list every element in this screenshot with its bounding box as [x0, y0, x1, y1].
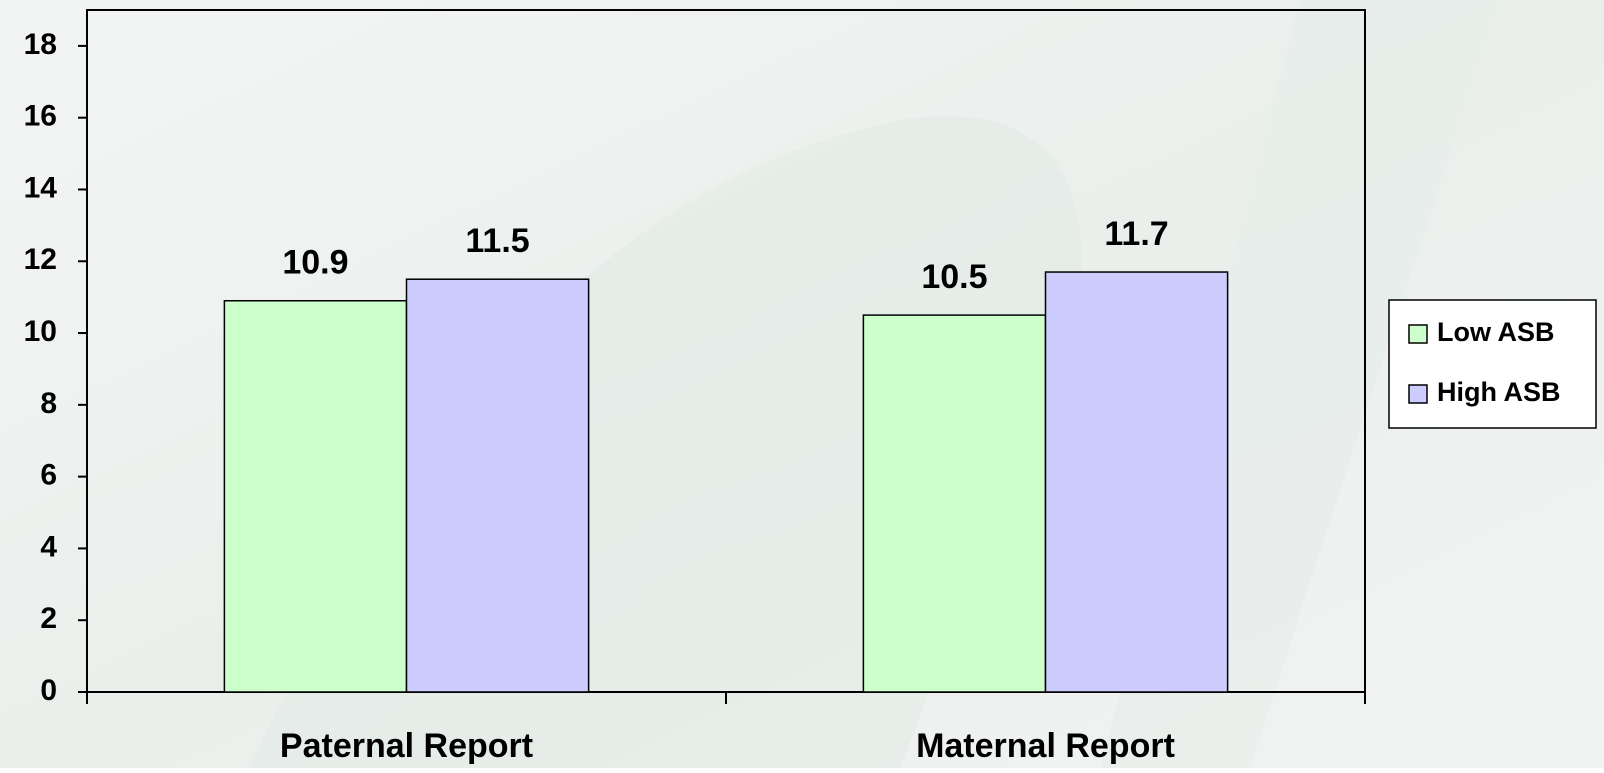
data-label: 11.5	[465, 222, 529, 260]
y-tick-label: 14	[24, 171, 58, 204]
y-tick-label: 10	[24, 315, 57, 348]
y-tick-label: 12	[24, 243, 57, 276]
legend-label: High ASB	[1437, 377, 1561, 407]
y-tick-label: 6	[40, 459, 57, 492]
bar	[862, 314, 1047, 693]
y-tick-label: 18	[24, 28, 57, 61]
data-label: 10.9	[282, 244, 348, 282]
bar	[405, 278, 590, 693]
legend-swatch	[1408, 384, 1428, 404]
x-tick-label: Maternal Report	[916, 727, 1175, 765]
legend-box	[1388, 299, 1597, 429]
bar	[1044, 271, 1229, 693]
legend: Low ASB High ASB	[1388, 299, 1597, 429]
y-tick-label: 8	[40, 387, 57, 420]
data-label: 11.7	[1104, 215, 1168, 253]
bar	[223, 299, 408, 693]
y-tick-label: 0	[40, 674, 57, 707]
y-tick-label: 16	[24, 100, 57, 133]
data-label: 10.5	[921, 258, 987, 296]
y-tick-label: 2	[40, 602, 57, 635]
legend-swatch	[1408, 324, 1428, 344]
legend-label: Low ASB	[1437, 317, 1555, 347]
x-tick-label: Paternal Report	[280, 727, 533, 765]
y-tick-label: 4	[40, 530, 57, 563]
